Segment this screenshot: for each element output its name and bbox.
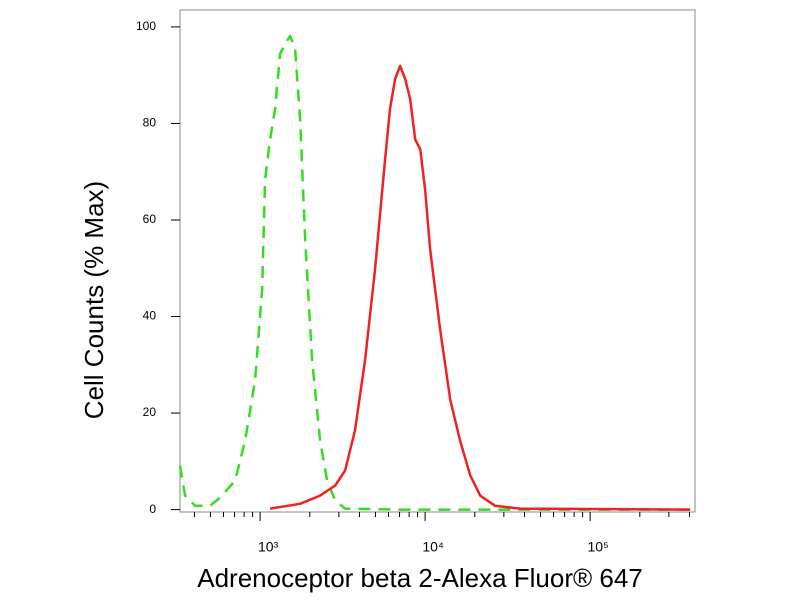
y-axis-title: Cell Counts (% Max): [79, 181, 109, 419]
plot-frame: [179, 9, 696, 513]
y-tick-label: 100: [136, 19, 156, 33]
y-tick-label: 0: [149, 502, 156, 516]
y-tick-label: 80: [143, 116, 157, 130]
histogram-line: [178, 34, 691, 511]
y-tick-label: 40: [143, 309, 157, 323]
y-tick-label: 20: [143, 405, 157, 419]
x-tick-label: 10⁴: [422, 539, 444, 555]
x-axis-title: Adrenoceptor beta 2-Alexa Fluor® 647: [197, 563, 643, 593]
x-tick-label: 10⁵: [587, 539, 608, 555]
y-tick-label: 60: [143, 212, 157, 226]
x-tick-label: 10³: [258, 539, 279, 555]
histogram-line: [269, 64, 691, 511]
